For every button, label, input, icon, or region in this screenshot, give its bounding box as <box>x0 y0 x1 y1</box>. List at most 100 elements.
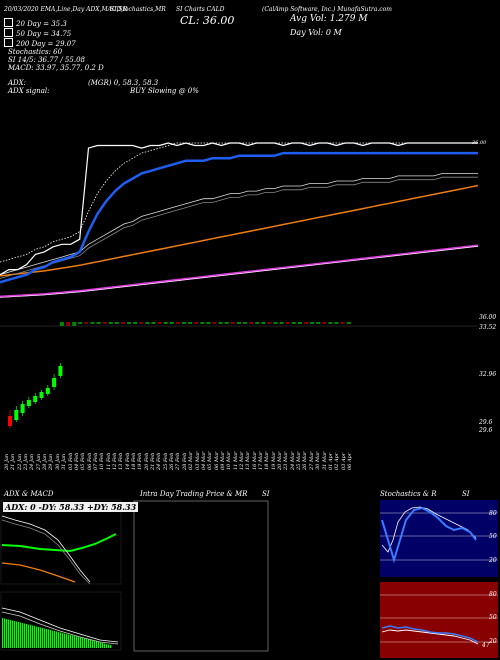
candle-body <box>33 396 38 402</box>
volume-bar <box>108 322 113 324</box>
si-level-20: 20 <box>489 638 497 645</box>
si-level-80: 80 <box>489 591 497 598</box>
ema-long-line <box>0 244 479 298</box>
stochastics-panel <box>380 500 498 577</box>
macd-histogram-bar <box>96 641 98 648</box>
macd-histogram-bar <box>8 619 10 648</box>
adx-box-label: ADX: 0 -DY: 58.33 +DY: 58.33 <box>3 502 139 512</box>
volume-bar <box>194 322 199 324</box>
date-label: 30 Jan <box>54 453 61 470</box>
header-settings: 20/03/2020 EMA,Line,Day ADX,MACD,R <box>4 6 128 13</box>
date-label: 02 Apr <box>334 452 341 470</box>
axis-low-3: 29.6 <box>479 427 493 434</box>
date-label: 27 Mar <box>308 451 315 470</box>
macd-histogram-bar <box>100 642 102 648</box>
ema20-blue-line <box>0 151 478 284</box>
ema50-label: 50 Day = 34.75 <box>16 30 72 38</box>
volume-bar <box>297 322 302 324</box>
macd-histogram-bar <box>66 634 68 648</box>
date-label: 31 Mar <box>321 451 328 470</box>
volume-bar <box>322 322 327 324</box>
axis-mid-a: 36.00 <box>479 314 497 321</box>
axis-mid-b: 33.52 <box>479 324 497 331</box>
macd-histogram-bar <box>74 636 76 648</box>
stoch-d-line <box>381 506 477 564</box>
adx-panel-title: ADX & MACD <box>4 490 54 498</box>
volume-bar <box>316 322 321 324</box>
ema200-label: 200 Day = 29.07 <box>16 40 76 48</box>
date-label: 04 Mar <box>200 451 207 470</box>
macd-histogram-bar <box>84 638 86 648</box>
macd-histogram-bar <box>68 634 70 648</box>
macd-histogram-bar <box>58 632 60 648</box>
ema200-swatch <box>4 38 13 47</box>
macd-histogram-bar <box>72 635 74 648</box>
axis-low-2: 29.6 <box>479 419 493 426</box>
date-label: 11 Mar <box>232 451 239 470</box>
macd-histogram-bar <box>56 631 58 648</box>
volume-bar <box>200 322 205 324</box>
ema20-swatch <box>4 18 13 27</box>
date-label: 22 Jan <box>16 453 23 470</box>
ema50-line-b <box>0 176 478 279</box>
macd-histogram-bar <box>80 637 82 648</box>
macd-histogram-bar <box>106 644 108 648</box>
date-label: 19 Mar <box>270 451 277 470</box>
volume-bar <box>188 322 193 324</box>
stoch-level-20: 20 <box>489 557 497 564</box>
volume-bar <box>139 322 144 324</box>
date-label: 21 Jan <box>10 453 17 470</box>
candle-body <box>14 410 19 420</box>
macd-histogram-bar <box>48 629 50 648</box>
volume-bar <box>236 322 241 324</box>
si-current-value: 47 <box>482 642 490 649</box>
date-label: 25 Feb <box>162 452 169 470</box>
candle-body <box>8 416 12 426</box>
date-label: 27 Feb <box>175 452 182 470</box>
date-label: 30 Mar <box>315 451 322 470</box>
axis-low-1: 32.96 <box>479 371 497 378</box>
volume-bar <box>163 322 168 324</box>
axis-top-label: 36.00 <box>472 140 487 146</box>
si-blue-line <box>381 625 479 643</box>
stoch-level-50: 50 <box>489 533 497 540</box>
date-label: 27 Jan <box>35 453 42 470</box>
macd-histogram-bar <box>6 619 8 648</box>
volume-bar <box>328 322 333 324</box>
si-white-line <box>381 629 479 645</box>
macd-histogram-bar <box>30 625 32 648</box>
macd-histogram-bar <box>52 630 54 648</box>
date-label: 10 Feb <box>99 452 106 470</box>
date-label: 18 Mar <box>264 451 271 470</box>
macd-histogram-bar <box>32 625 34 648</box>
day-volume: Day Vol: 0 M <box>290 28 342 37</box>
macd-histogram-bar <box>38 627 40 648</box>
volume-bar <box>285 322 290 324</box>
macd-histogram-bar <box>62 633 64 648</box>
volume-bar <box>175 322 180 324</box>
date-label: 01 Apr <box>327 452 334 470</box>
macd-histogram-bar <box>26 624 28 648</box>
macd-histogram-bar <box>82 638 84 648</box>
macd-histogram-bar <box>86 639 88 648</box>
macd-histogram-bar <box>76 636 78 648</box>
date-label: 04 Feb <box>73 452 80 470</box>
volume-bar <box>133 322 138 324</box>
macd-histogram-bar <box>22 623 24 648</box>
volume-bar <box>169 322 174 324</box>
macd-histogram-bar <box>36 626 38 648</box>
volume-bar <box>334 322 339 324</box>
date-label: 26 Mar <box>302 451 309 470</box>
macd-histogram-bar <box>50 630 52 648</box>
header-symbol: SI Charts CALD <box>176 6 225 13</box>
volume-bar <box>96 322 101 324</box>
date-label: 14 Feb <box>124 452 131 470</box>
volume-bar <box>273 322 278 324</box>
volume-bar <box>261 322 266 324</box>
macd-histogram-bar <box>108 644 110 648</box>
price-line <box>0 142 478 276</box>
candle-body <box>45 388 50 394</box>
macd-signal-line <box>1 611 119 645</box>
date-label: 24 Mar <box>289 451 296 470</box>
